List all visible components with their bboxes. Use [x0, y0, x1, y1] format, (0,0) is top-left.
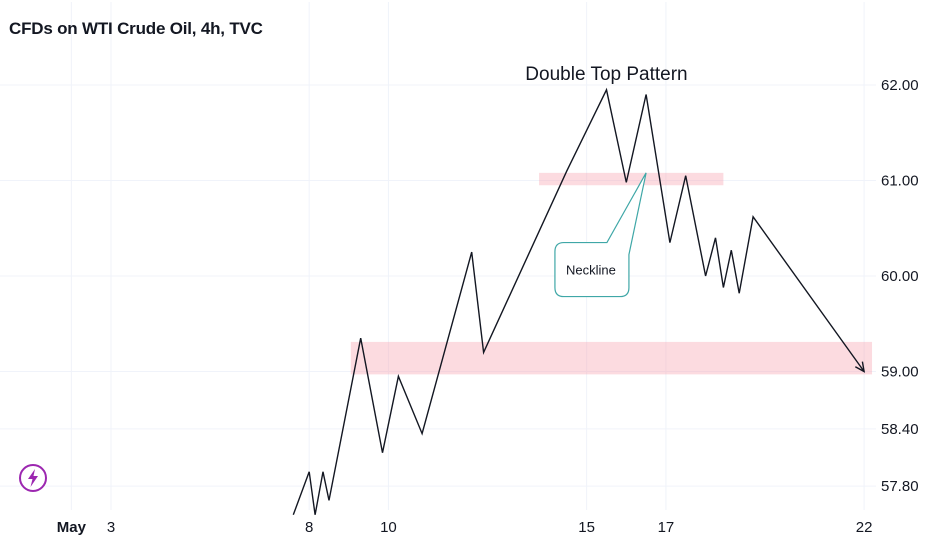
y-tick-label-5: 57.80 — [881, 478, 919, 495]
y-tick-label-3: 59.00 — [881, 364, 919, 381]
y-tick-label-1: 61.00 — [881, 172, 919, 189]
x-tick-label-2: 8 — [305, 519, 313, 536]
annotations: Double Top Pattern Neckline — [525, 64, 688, 298]
zones — [350, 172, 873, 375]
neckline-callout[interactable] — [554, 172, 647, 298]
zone-1[interactable] — [350, 341, 873, 375]
x-tick-label-3: 10 — [380, 519, 397, 536]
x-tick-label-5: 17 — [658, 519, 675, 536]
y-axis: 62.00 61.00 60.00 59.00 58.40 57.80 — [881, 77, 919, 495]
price-line-group — [292, 87, 866, 516]
x-tick-label-1: 3 — [107, 519, 115, 536]
pattern-label[interactable]: Double Top Pattern — [525, 64, 687, 85]
x-tick-label-0: May — [57, 519, 87, 536]
x-tick-label-6: 22 — [856, 519, 873, 536]
chart-title: CFDs on WTI Crude Oil, 4h, TVC — [9, 19, 263, 38]
zone-0[interactable] — [539, 172, 724, 186]
y-tick-label-0: 62.00 — [881, 77, 919, 94]
y-tick-label-2: 60.00 — [881, 268, 919, 285]
grid — [0, 2, 876, 510]
y-tick-label-4: 58.40 — [881, 421, 919, 438]
price-line[interactable] — [292, 87, 865, 516]
x-tick-label-4: 15 — [578, 519, 595, 536]
x-axis: May 3 8 10 15 17 22 — [57, 519, 873, 536]
arrow-head — [854, 361, 866, 373]
lightning-bolt-icon[interactable] — [18, 463, 48, 493]
neckline-label: Neckline — [566, 263, 616, 278]
